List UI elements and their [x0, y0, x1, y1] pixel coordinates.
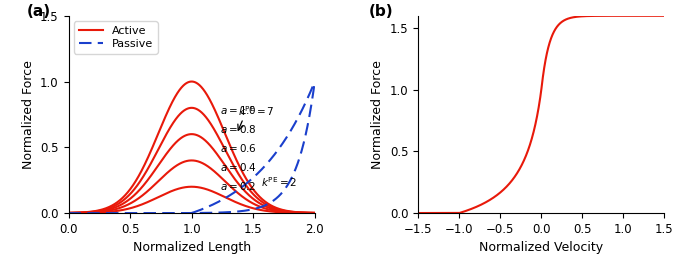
Y-axis label: Normalized Force: Normalized Force [371, 60, 384, 169]
X-axis label: Normalized Velocity: Normalized Velocity [479, 241, 603, 254]
Text: $a = 0.2$: $a = 0.2$ [220, 180, 256, 191]
Text: (b): (b) [369, 4, 394, 19]
Text: $a = 1.0$: $a = 1.0$ [220, 104, 257, 116]
Text: $k^\mathrm{PE}=7$: $k^\mathrm{PE}=7$ [238, 105, 275, 118]
X-axis label: Normalized Length: Normalized Length [133, 241, 251, 254]
Legend: Active, Passive: Active, Passive [74, 21, 158, 54]
Text: $k^\mathrm{PE}=2$: $k^\mathrm{PE}=2$ [260, 176, 297, 189]
Text: $a = 0.6$: $a = 0.6$ [220, 142, 257, 154]
Y-axis label: Normalized Force: Normalized Force [22, 60, 35, 169]
Text: $a = 0.8$: $a = 0.8$ [220, 123, 257, 135]
Text: (a): (a) [27, 4, 51, 19]
Text: $a = 0.4$: $a = 0.4$ [220, 161, 257, 173]
